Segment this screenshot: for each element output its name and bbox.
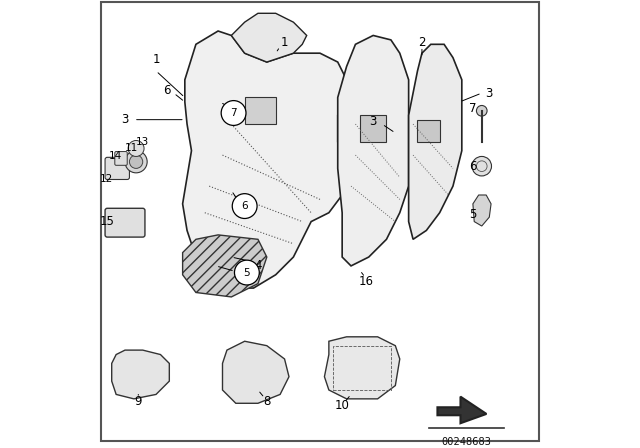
- Bar: [417, 120, 440, 142]
- Circle shape: [128, 141, 144, 156]
- Circle shape: [129, 155, 143, 168]
- Bar: [360, 115, 387, 142]
- Text: 15: 15: [100, 215, 115, 228]
- FancyBboxPatch shape: [115, 151, 127, 165]
- Circle shape: [232, 194, 257, 219]
- Text: 8: 8: [263, 395, 271, 408]
- Text: 10: 10: [335, 399, 349, 412]
- Text: 16: 16: [359, 275, 374, 288]
- Text: 1: 1: [281, 35, 288, 48]
- Polygon shape: [232, 13, 307, 62]
- Text: 6: 6: [241, 201, 248, 211]
- Polygon shape: [408, 44, 462, 239]
- Polygon shape: [182, 31, 347, 288]
- Text: 4: 4: [254, 259, 262, 272]
- Polygon shape: [338, 35, 408, 266]
- Text: 14: 14: [109, 151, 122, 161]
- Text: 11: 11: [125, 143, 138, 154]
- Text: 6: 6: [469, 159, 477, 172]
- Bar: [244, 98, 276, 124]
- Text: 9: 9: [134, 395, 142, 408]
- Text: 7: 7: [230, 108, 237, 118]
- Polygon shape: [182, 235, 267, 297]
- Circle shape: [221, 101, 246, 125]
- Text: 6: 6: [163, 84, 171, 97]
- FancyBboxPatch shape: [105, 157, 129, 180]
- Text: 12: 12: [100, 174, 113, 185]
- Bar: [333, 346, 391, 390]
- Polygon shape: [112, 350, 170, 399]
- Text: 3: 3: [369, 116, 377, 129]
- Text: 2: 2: [418, 35, 426, 48]
- Text: 3: 3: [484, 86, 492, 99]
- Polygon shape: [438, 396, 486, 423]
- Circle shape: [472, 156, 492, 176]
- Circle shape: [234, 260, 259, 285]
- Text: 1: 1: [152, 53, 160, 66]
- Polygon shape: [223, 341, 289, 403]
- Text: 3: 3: [122, 113, 129, 126]
- Text: 13: 13: [136, 137, 149, 147]
- Text: 7: 7: [469, 102, 477, 115]
- Polygon shape: [324, 337, 400, 399]
- Circle shape: [476, 105, 487, 116]
- Text: 00248683: 00248683: [441, 436, 492, 447]
- FancyBboxPatch shape: [105, 208, 145, 237]
- Text: 5: 5: [469, 208, 477, 221]
- Circle shape: [125, 151, 147, 173]
- Polygon shape: [473, 195, 491, 226]
- Text: 5: 5: [244, 267, 250, 278]
